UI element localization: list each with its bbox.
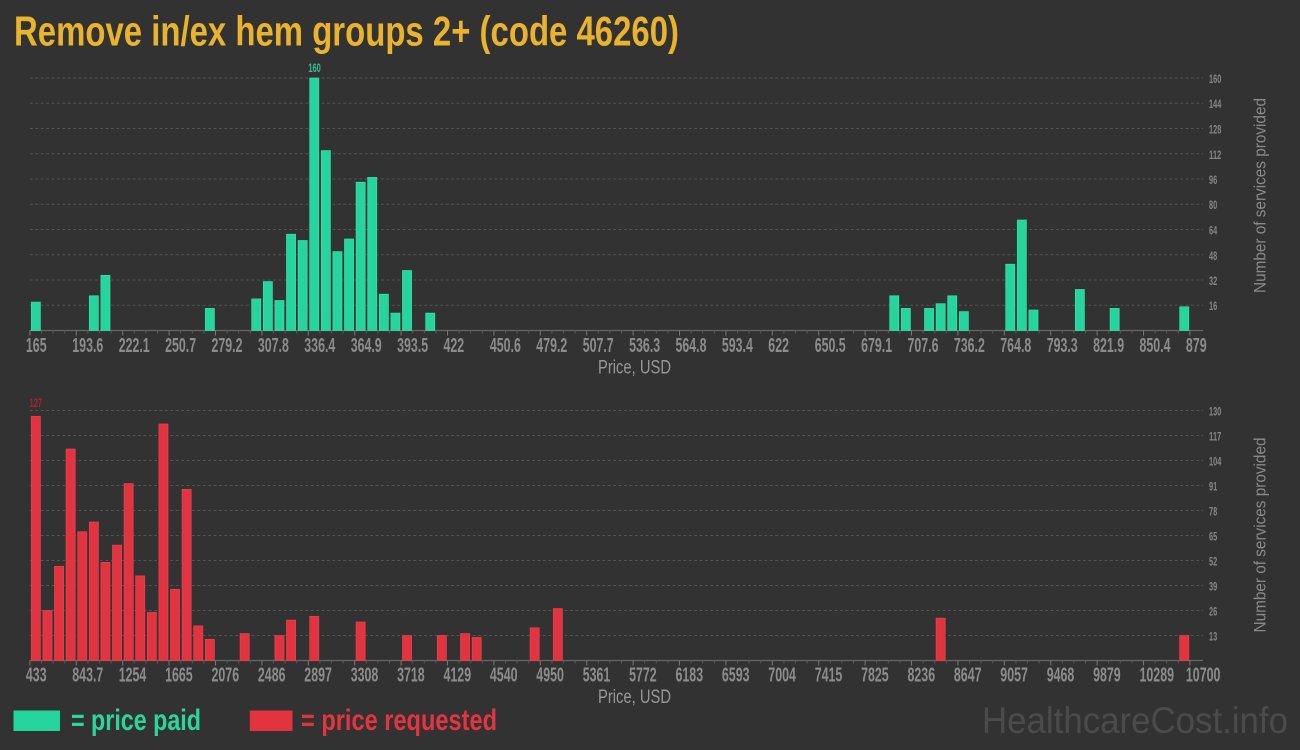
svg-text:8647: 8647 [954,665,982,687]
svg-text:10289: 10289 [1140,665,1175,687]
svg-text:2486: 2486 [258,665,286,687]
svg-text:= price requested: = price requested [301,704,497,737]
svg-text:450.6: 450.6 [490,335,521,357]
svg-text:3718: 3718 [397,665,425,687]
svg-text:307.8: 307.8 [258,335,289,357]
svg-text:7415: 7415 [815,665,843,687]
svg-text:793.3: 793.3 [1047,335,1078,357]
svg-text:507.7: 507.7 [583,335,614,357]
svg-text:736.2: 736.2 [954,335,985,357]
svg-text:117: 117 [1209,430,1222,444]
svg-text:279.2: 279.2 [212,335,243,357]
svg-text:4540: 4540 [490,665,518,687]
svg-text:4129: 4129 [444,665,472,687]
svg-text:479.2: 479.2 [536,335,567,357]
svg-text:112: 112 [1209,148,1222,162]
svg-text:Price, USD: Price, USD [598,357,671,379]
svg-text:7004: 7004 [768,665,796,687]
svg-text:8236: 8236 [908,665,936,687]
svg-text:130: 130 [1209,405,1221,419]
svg-text:10700: 10700 [1186,665,1221,687]
svg-text:193.6: 193.6 [72,335,103,357]
svg-text:6183: 6183 [676,665,704,687]
svg-text:HealthcareCost.info: HealthcareCost.info [982,700,1288,741]
svg-text:850.4: 850.4 [1140,335,1172,357]
svg-text:9468: 9468 [1047,665,1075,687]
svg-text:7825: 7825 [861,665,889,687]
svg-text:393.5: 393.5 [397,335,428,357]
svg-text:593.4: 593.4 [722,335,754,357]
svg-text:16: 16 [1209,299,1217,313]
svg-text:879: 879 [1186,335,1207,357]
svg-text:= price paid: = price paid [71,704,201,737]
svg-text:4950: 4950 [536,665,564,687]
svg-text:64: 64 [1209,224,1217,238]
svg-text:364.9: 364.9 [351,335,382,357]
svg-text:165: 165 [26,335,47,357]
svg-text:32: 32 [1209,274,1217,288]
svg-text:144: 144 [1209,97,1221,111]
svg-text:9057: 9057 [1000,665,1028,687]
svg-text:39: 39 [1209,580,1217,594]
svg-text:764.8: 764.8 [1000,335,1031,357]
svg-text:1665: 1665 [165,665,193,687]
svg-text:2076: 2076 [212,665,240,687]
svg-text:160: 160 [308,63,321,75]
svg-text:48: 48 [1209,249,1217,263]
svg-text:13: 13 [1209,630,1217,644]
svg-text:65: 65 [1209,530,1217,544]
svg-text:707.6: 707.6 [908,335,939,357]
svg-text:128: 128 [1209,123,1221,137]
svg-text:80: 80 [1209,198,1217,212]
svg-text:127: 127 [30,398,43,410]
svg-text:843.7: 843.7 [72,665,103,687]
svg-text:Remove in/ex hem groups 2+ (co: Remove in/ex hem groups 2+ (code 46260) [14,8,679,55]
svg-text:422: 422 [444,335,465,357]
svg-text:1254: 1254 [119,665,147,687]
svg-text:536.3: 536.3 [629,335,660,357]
svg-text:250.7: 250.7 [165,335,196,357]
svg-text:336.4: 336.4 [304,335,336,357]
svg-text:564.8: 564.8 [676,335,707,357]
svg-text:433: 433 [26,665,47,687]
svg-text:Number of services provided: Number of services provided [1252,438,1270,633]
svg-text:91: 91 [1209,480,1217,494]
svg-text:52: 52 [1209,555,1217,569]
svg-text:5772: 5772 [629,665,657,687]
svg-text:222.1: 222.1 [119,335,150,357]
svg-text:650.5: 650.5 [815,335,846,357]
svg-text:78: 78 [1209,505,1217,519]
svg-text:26: 26 [1209,605,1217,619]
svg-text:Price, USD: Price, USD [598,686,671,708]
svg-text:622: 622 [768,335,789,357]
svg-text:3308: 3308 [351,665,379,687]
svg-text:2897: 2897 [304,665,332,687]
svg-text:104: 104 [1209,455,1221,469]
svg-text:821.9: 821.9 [1093,335,1124,357]
svg-text:96: 96 [1209,173,1217,187]
svg-text:679.1: 679.1 [861,335,892,357]
svg-text:Number of services provided: Number of services provided [1252,98,1270,293]
svg-text:5361: 5361 [583,665,611,687]
svg-text:9879: 9879 [1093,665,1121,687]
svg-text:160: 160 [1209,72,1221,86]
svg-text:6593: 6593 [722,665,750,687]
